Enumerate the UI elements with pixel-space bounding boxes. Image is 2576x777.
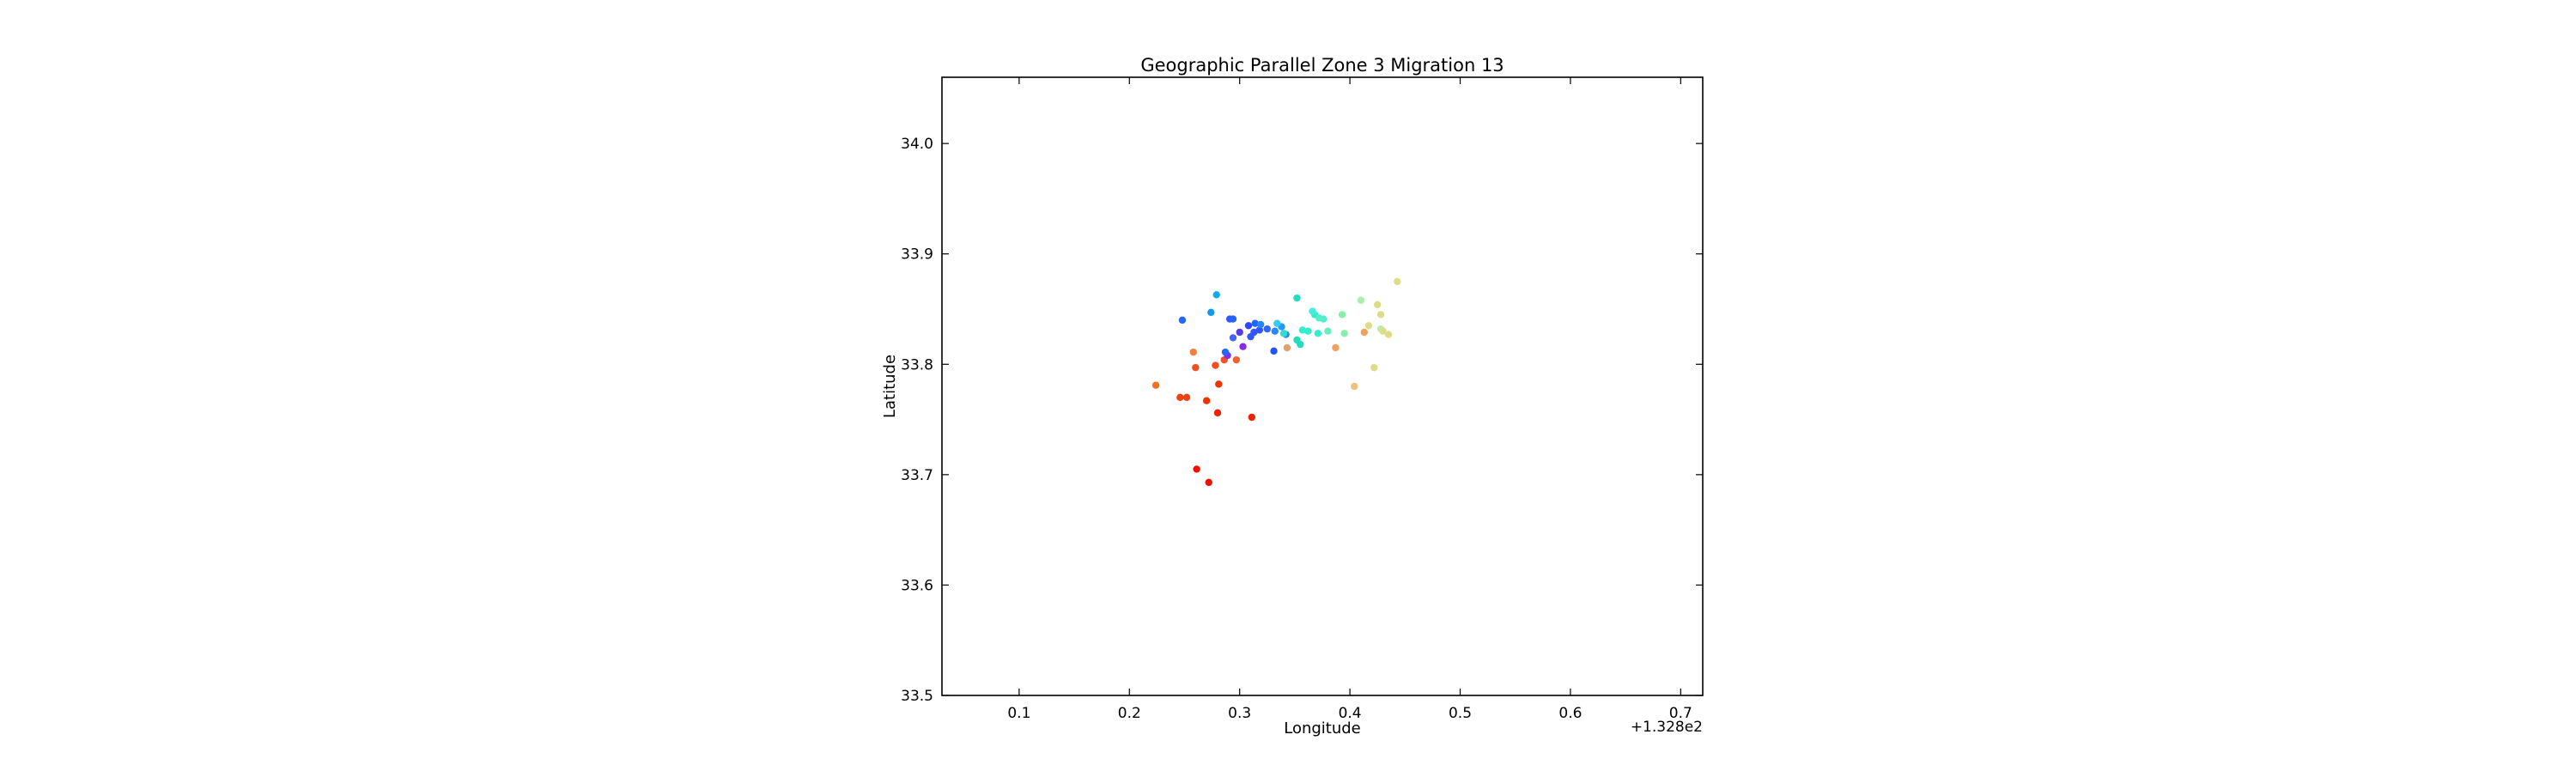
data-point (1279, 330, 1288, 337)
data-point (1189, 348, 1197, 356)
data-point (1351, 382, 1358, 391)
x-tick-label: 0.2 (1118, 705, 1141, 722)
data-point (1374, 300, 1382, 309)
data-point (1205, 478, 1212, 487)
data-point (1314, 330, 1322, 337)
data-point (1370, 363, 1378, 372)
data-point (1340, 330, 1348, 337)
data-point (1236, 328, 1243, 337)
data-point (1182, 393, 1191, 402)
data-point (1176, 393, 1184, 402)
y-tick-label: 33.8 (901, 356, 933, 373)
data-point (1221, 348, 1230, 356)
data-point (1251, 319, 1259, 327)
data-point (1283, 343, 1291, 352)
data-point (1297, 340, 1304, 349)
data-point (1229, 334, 1237, 342)
data-point (1151, 381, 1160, 389)
data-point (1357, 296, 1365, 304)
data-point (1315, 314, 1323, 322)
data-point (1232, 355, 1241, 364)
x-axis-label: Longitude (1284, 719, 1361, 738)
data-point (1263, 325, 1271, 333)
tick-marks: 0.1 0.2 0.3 0.4 0.5 0.6 0.7 33.5 33.6 33.7 33.8 33.… (901, 77, 1703, 722)
data-point (1244, 322, 1253, 330)
x-tick-label: 0.6 (1558, 705, 1582, 722)
data-point (1298, 326, 1307, 334)
x-axis-offset-label: +1.328e2 (1631, 719, 1703, 736)
data-point (1202, 397, 1211, 404)
data-point (1255, 326, 1264, 334)
x-tick-label: 0.4 (1339, 705, 1362, 722)
data-point (1364, 322, 1373, 330)
data-point (1338, 311, 1346, 319)
y-axis-label: Latitude (881, 355, 899, 418)
data-point (1178, 316, 1187, 325)
data-point (1360, 328, 1368, 337)
data-point (1192, 363, 1200, 372)
data-point (1384, 331, 1393, 338)
data-point (1256, 320, 1265, 329)
x-tick-label: 0.3 (1228, 705, 1251, 722)
data-point (1324, 327, 1332, 335)
x-tick-label: 0.7 (1669, 705, 1692, 722)
data-point (1213, 409, 1222, 417)
plot-frame (941, 76, 1704, 696)
data-point (1239, 343, 1247, 350)
data-point (1193, 465, 1200, 473)
data-point (1247, 332, 1255, 341)
y-tick-label: 33.7 (901, 467, 933, 484)
data-point (1212, 361, 1219, 369)
y-tick-label: 33.6 (901, 577, 933, 594)
data-point (1293, 294, 1301, 302)
y-tick-label: 33.9 (901, 246, 933, 264)
data-point (1270, 347, 1278, 355)
y-tick-label: 33.5 (901, 688, 933, 705)
chart-title: Geographic Parallel Zone 3 Migration 13 (1140, 55, 1504, 76)
x-tick-label: 0.5 (1449, 705, 1472, 722)
data-point (1271, 327, 1279, 335)
data-points (1151, 277, 1401, 487)
data-point (1215, 380, 1223, 388)
data-point (1248, 413, 1256, 422)
y-tick-label: 34.0 (901, 136, 933, 153)
data-point (1394, 277, 1401, 286)
data-point (1309, 307, 1316, 315)
data-point (1273, 319, 1281, 327)
data-point (1207, 308, 1215, 317)
data-point (1379, 327, 1387, 335)
data-point (1229, 315, 1237, 323)
data-point (1376, 311, 1385, 319)
x-tick-label: 0.1 (1007, 705, 1030, 722)
data-point (1212, 291, 1220, 299)
data-point (1304, 327, 1312, 335)
plot-area (942, 77, 1703, 695)
data-point (1332, 343, 1340, 352)
